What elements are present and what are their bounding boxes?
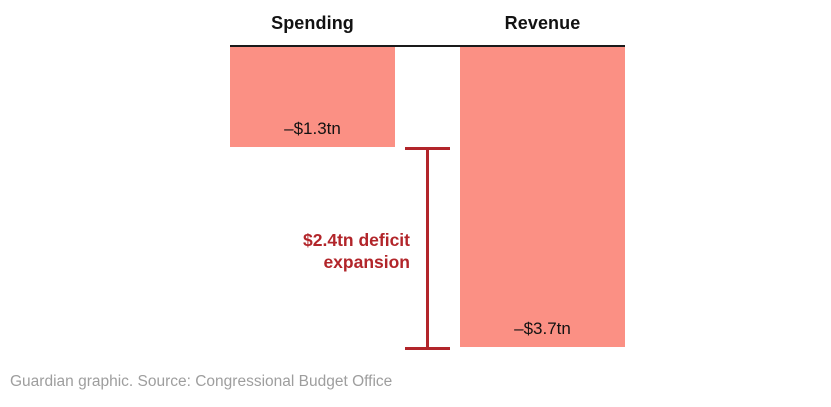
deficit-bracket-bottom-cap xyxy=(405,347,450,350)
source-caption: Guardian graphic. Source: Congressional … xyxy=(10,373,393,390)
bar-value-label-spending: –$1.3tn xyxy=(284,119,341,138)
deficit-annotation-line1: $2.4tn deficit xyxy=(303,230,410,250)
column-header-revenue: Revenue xyxy=(504,13,581,33)
deficit-bracket-stem xyxy=(426,147,429,350)
deficit-annotation-line2: expansion xyxy=(323,252,410,272)
bar-spending: –$1.3tn xyxy=(230,47,395,147)
bar-revenue: –$3.7tn xyxy=(460,47,625,347)
deficit-annotation: $2.4tn deficit expansion xyxy=(225,229,410,273)
baseline-axis xyxy=(230,45,625,47)
column-header-spending: Spending xyxy=(271,13,354,33)
bar-value-label-revenue: –$3.7tn xyxy=(514,319,571,338)
